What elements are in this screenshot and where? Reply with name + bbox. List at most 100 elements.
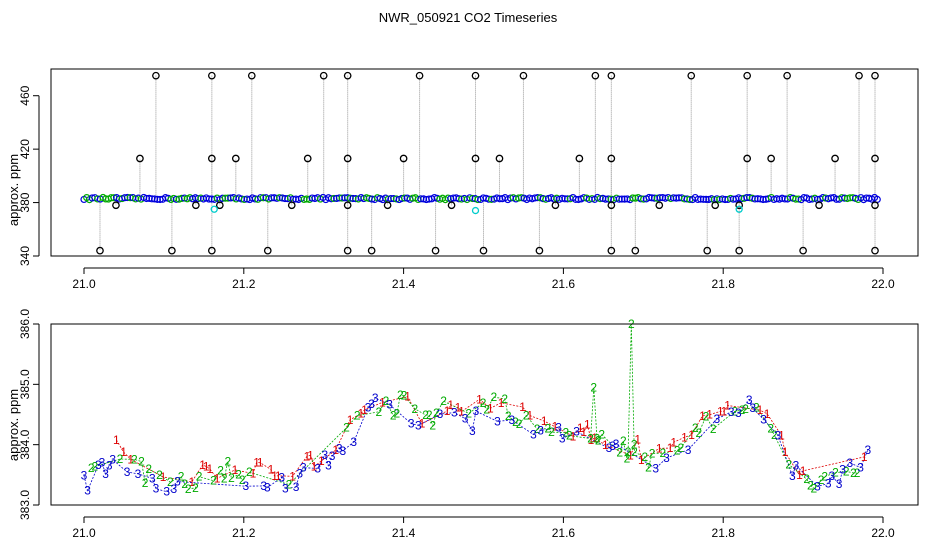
series-2-point: 2	[548, 425, 555, 439]
series-2-point: 2	[803, 472, 810, 486]
bottom-x-tick-label: 21.6	[552, 526, 576, 540]
outlier-point	[783, 71, 791, 80]
series-2-point: 2	[375, 405, 382, 419]
series-2-point: 2	[523, 408, 530, 422]
series-3-point: 3	[325, 459, 332, 473]
series-3-point: 3	[408, 417, 415, 431]
series-1-point: 1	[800, 464, 807, 478]
top-y-tick-label: 460	[18, 85, 32, 105]
outlier-point	[711, 201, 720, 210]
series-2-point: 2	[181, 477, 188, 491]
series-2-point: 2	[117, 452, 124, 466]
figure-title: NWR_050921 CO2 Timeseries	[379, 10, 558, 25]
series-2-point: 2	[566, 429, 573, 443]
series-2-point: 2	[138, 455, 145, 469]
series-3-point: 3	[336, 441, 343, 455]
outlier-point	[607, 154, 616, 163]
series-3-point: 3	[368, 397, 375, 411]
series-2-point: 2	[505, 409, 512, 423]
series-3-point: 3	[829, 469, 836, 483]
series-2-point: 2	[156, 468, 163, 482]
outlier-point	[343, 71, 352, 80]
series-2-point: 2	[465, 406, 472, 420]
series-3-point: 3	[509, 413, 516, 427]
series-2-point: 2	[594, 432, 601, 446]
outlier-point	[152, 71, 160, 80]
series-2-point: 2	[753, 400, 760, 414]
series-1-point: 1	[120, 445, 127, 459]
series-2-line	[91, 323, 858, 490]
series-1-point: 1	[253, 455, 260, 469]
top-panel-marks	[80, 71, 881, 255]
top-x-tick-label: 21.6	[552, 277, 576, 291]
series-2-point: 2	[480, 396, 487, 410]
outlier-point	[831, 154, 839, 163]
outlier-point	[263, 246, 272, 255]
series-2-point: 2	[843, 464, 850, 478]
outlier-point	[607, 71, 616, 80]
series-1-point: 1	[778, 429, 785, 443]
series-2-point: 2	[785, 457, 792, 471]
top-x-tick-label: 22.0	[871, 277, 895, 291]
series-1-point: 1	[361, 403, 368, 417]
top-y-axis-label: approx. ppm	[6, 154, 21, 226]
series-2-point: 2	[185, 482, 192, 496]
series-2-point: 2	[587, 432, 594, 446]
series-1-point: 1	[602, 438, 609, 452]
series-2-point: 2	[590, 380, 597, 394]
series-3-point: 3	[857, 461, 864, 475]
series-2-point: 2	[598, 427, 605, 441]
outlier-point	[655, 201, 664, 210]
series-3-point: 3	[99, 455, 106, 469]
series-1-point: 1	[552, 420, 559, 434]
series-2-point: 2	[228, 471, 235, 485]
series-3-point: 3	[606, 441, 613, 455]
series-1-point: 1	[688, 428, 695, 442]
series-3-point: 3	[728, 405, 735, 419]
outlier-point	[367, 246, 376, 255]
series-2-point: 2	[516, 417, 523, 431]
outlier-point	[343, 154, 352, 163]
bottom-y-tick-label: 384.0	[18, 429, 32, 459]
series-2-point: 2	[620, 434, 627, 448]
series-2-point: 2	[145, 462, 152, 476]
series-3-point: 3	[839, 463, 846, 477]
series-3-point: 3	[537, 423, 544, 437]
outlier-point	[799, 246, 807, 255]
series-2-point: 2	[631, 445, 638, 459]
series-2-point: 2	[210, 474, 217, 488]
series-3-point: 3	[775, 428, 782, 442]
series-1-point: 1	[250, 466, 257, 480]
series-2-point: 2	[239, 473, 246, 487]
series-2-point: 2	[286, 478, 293, 492]
series-2-point: 2	[850, 466, 857, 480]
series-1-point: 1	[127, 452, 134, 466]
series-1-point: 1	[498, 396, 505, 410]
bottom-x-tick-label: 21.4	[392, 526, 416, 540]
series-1-point: 1	[796, 468, 803, 482]
series-3-point: 3	[663, 451, 670, 465]
series-1-point: 1	[764, 407, 771, 421]
series-1-point: 1	[447, 398, 454, 412]
outlier-point	[703, 246, 712, 255]
series-2-point: 2	[440, 394, 447, 408]
series-1-point: 1	[332, 443, 339, 457]
bottom-panel-axes: 21.0 21.2 21.4 21.6 21.8 22.0 383.0 384.0 385.0 3…	[18, 309, 919, 540]
series-1-point: 1	[580, 425, 587, 439]
series-1-point: 1	[721, 404, 728, 418]
series-2-point: 2	[674, 443, 681, 457]
series-2-point: 2	[821, 469, 828, 483]
series-3-point: 3	[814, 479, 821, 493]
outlier-point	[207, 246, 216, 255]
outlier-point	[743, 154, 752, 163]
series-3-point: 3	[340, 444, 347, 458]
series-2-point: 2	[88, 461, 95, 475]
series-2-point: 2	[131, 452, 138, 466]
series-3-point: 3	[530, 427, 537, 441]
series-2-point: 2	[534, 422, 541, 436]
series-3-point: 3	[84, 484, 91, 498]
series-3-point: 3	[149, 471, 156, 485]
cyan-point	[735, 205, 743, 213]
series-2-point: 2	[739, 403, 746, 417]
